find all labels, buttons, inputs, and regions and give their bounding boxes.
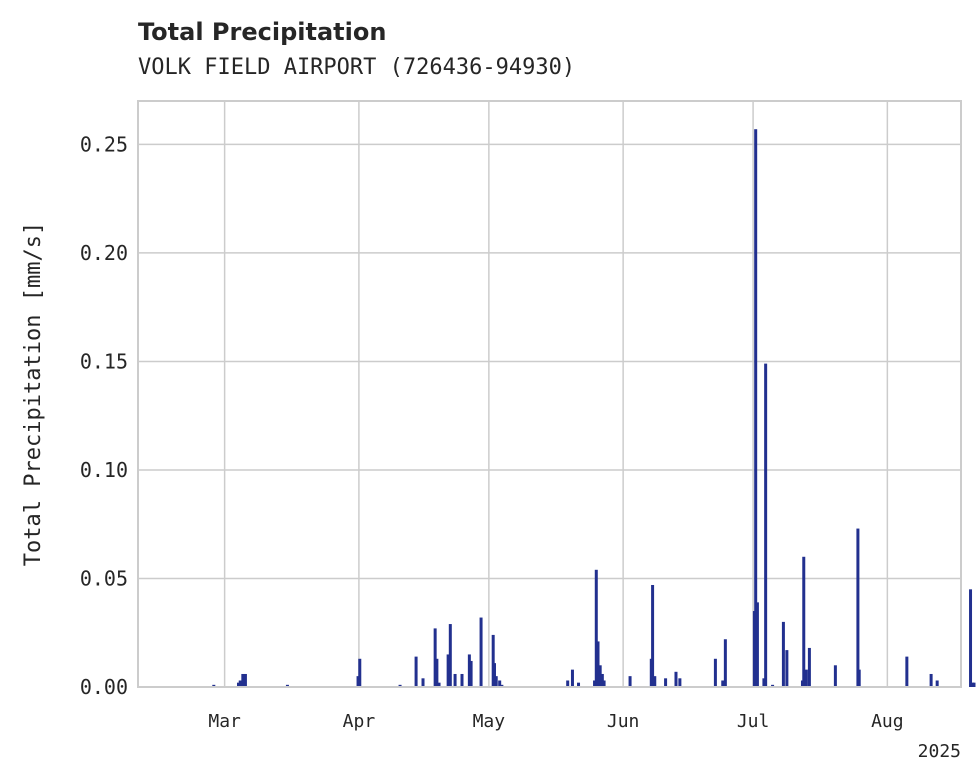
x-tick-label: Jul — [737, 711, 770, 732]
precipitation-bar — [723, 639, 727, 687]
precipitation-bar — [754, 129, 758, 687]
precipitation-bar — [653, 676, 657, 687]
chart-subtitle: VOLK FIELD AIRPORT (726436-94930) — [138, 55, 575, 80]
precipitation-bar — [236, 682, 240, 687]
y-tick-label: 0.10 — [80, 458, 128, 482]
x-axis-year-label: 2025 — [918, 741, 961, 762]
precipitation-bar — [358, 658, 362, 687]
precipitation-bar — [414, 656, 418, 687]
x-tick-label: Aug — [871, 711, 904, 732]
precipitation-bar — [935, 680, 939, 687]
precipitation-bar — [596, 641, 600, 687]
precipitation-bar — [494, 676, 498, 687]
precipitation-bar — [285, 684, 289, 687]
precipitation-bar — [600, 673, 604, 687]
precipitation-bar — [929, 673, 933, 687]
precipitation-bar — [856, 528, 860, 687]
precipitation-bar — [566, 680, 570, 687]
precipitation-bar — [807, 647, 811, 687]
precipitation-bar — [598, 665, 602, 687]
precipitation-bar — [755, 602, 759, 687]
precipitation-bar — [500, 684, 504, 687]
precipitation-bar — [448, 624, 452, 687]
precipitation-bar — [421, 678, 425, 687]
precipitation-bar — [460, 673, 464, 687]
precipitation-bar — [593, 680, 597, 687]
gridlines — [138, 101, 961, 688]
y-tick-label: 0.00 — [80, 675, 128, 699]
precipitation-bars — [212, 129, 976, 687]
y-axis-ticks: 0.00 0.05 0.10 0.15 0.20 0.25 — [80, 132, 128, 699]
y-axis-label: Total Precipitation [mm/s] — [21, 222, 46, 566]
precipitation-bar — [479, 617, 483, 687]
x-tick-label: Apr — [343, 711, 376, 732]
precipitation-bar — [785, 650, 789, 687]
x-tick-label: Jun — [607, 711, 640, 732]
precipitation-bar — [969, 589, 973, 687]
plot-frame — [137, 100, 962, 688]
precipitation-bar — [678, 678, 682, 687]
precipitation-bar — [764, 363, 768, 687]
precipitation-bar — [651, 584, 655, 687]
precipitation-bar — [453, 673, 457, 687]
precipitation-bar — [469, 660, 473, 687]
precipitation-bar — [857, 669, 861, 687]
precipitation-bar — [781, 621, 785, 687]
precipitation-bar — [628, 676, 632, 687]
precipitation-bar — [972, 682, 976, 687]
precipitation-bar — [771, 684, 775, 687]
precipitation-bar — [905, 656, 909, 687]
y-tick-label: 0.05 — [80, 566, 128, 590]
precipitation-bar — [241, 673, 245, 687]
precipitation-bar — [762, 678, 766, 687]
precipitation-bar — [674, 671, 678, 687]
precipitation-bar — [435, 658, 439, 687]
precipitation-bar — [570, 669, 574, 687]
chart-title: Total Precipitation — [138, 18, 386, 46]
precipitation-bar — [664, 678, 668, 687]
precipitation-bar — [446, 654, 450, 687]
precipitation-bar — [356, 676, 360, 687]
precipitation-bar — [804, 669, 808, 687]
precipitation-bar — [577, 682, 581, 687]
precipitation-bar — [238, 680, 242, 687]
x-tick-label: May — [473, 711, 506, 732]
precipitation-bar — [492, 663, 496, 687]
precipitation-bar — [713, 658, 717, 687]
y-tick-label: 0.15 — [80, 349, 128, 373]
precipitation-bar — [594, 569, 598, 687]
precipitation-bar — [433, 628, 437, 687]
precipitation-bar — [243, 673, 247, 687]
precipitation-bar — [398, 684, 402, 687]
precipitation-bar — [602, 680, 606, 687]
x-axis-ticks: Mar Apr May Jun Jul Aug — [208, 711, 903, 732]
precipitation-bar — [802, 556, 806, 687]
precipitation-bar — [212, 684, 216, 687]
precipitation-bar — [467, 654, 471, 687]
y-tick-label: 0.25 — [80, 132, 128, 156]
precipitation-bar — [721, 680, 725, 687]
precipitation-bar — [437, 682, 441, 687]
precipitation-bar — [833, 665, 837, 687]
precipitation-bar — [491, 634, 495, 687]
precipitation-bar — [498, 680, 502, 687]
x-tick-label: Mar — [208, 711, 241, 732]
y-tick-label: 0.20 — [80, 241, 128, 265]
